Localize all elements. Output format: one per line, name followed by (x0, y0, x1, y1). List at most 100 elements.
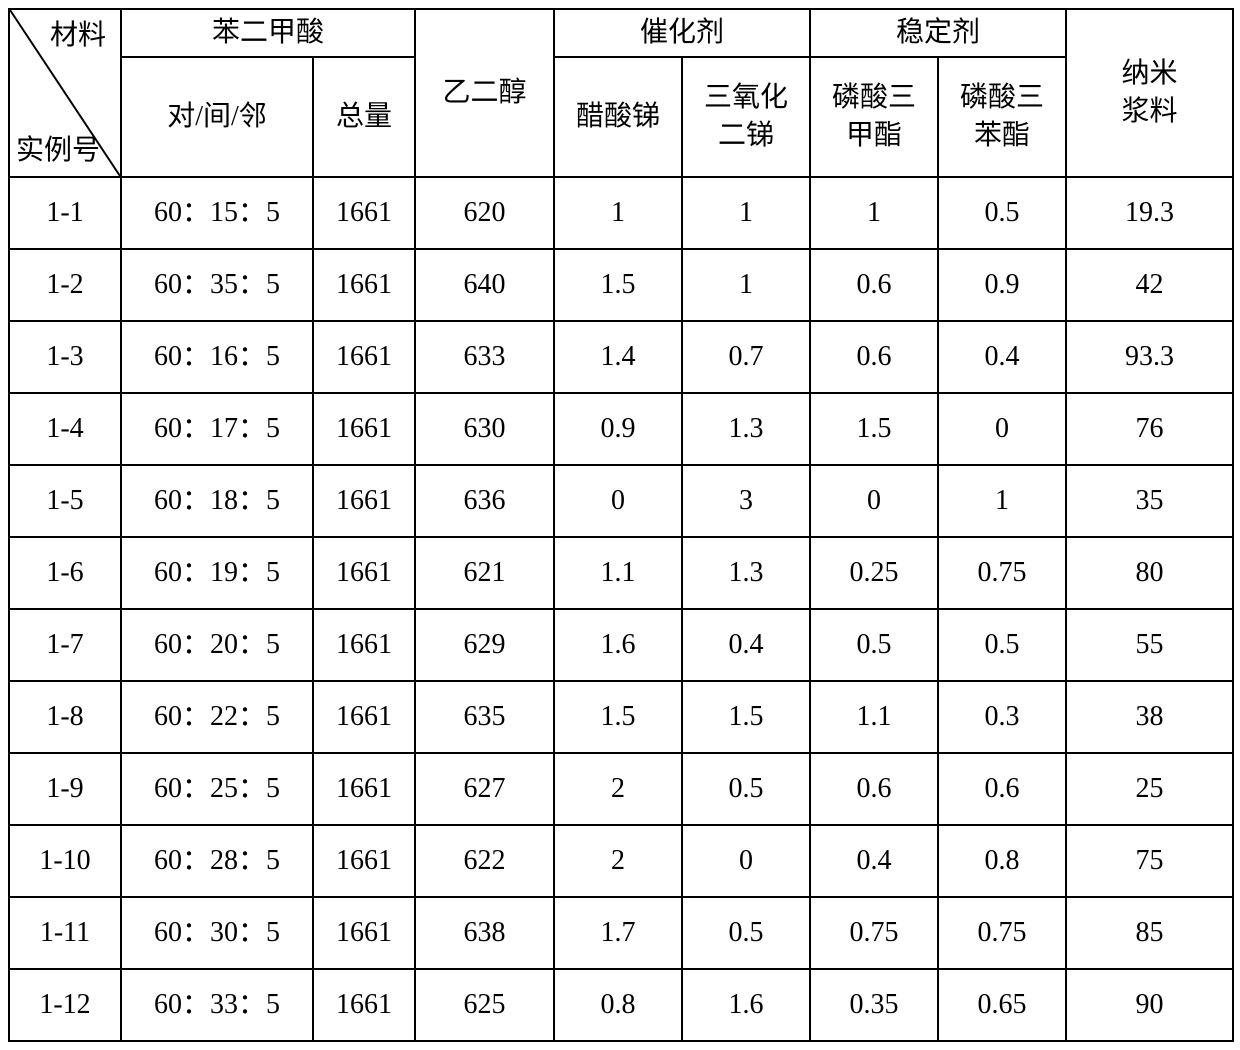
header-ethylene-glycol: 乙二醇 (415, 9, 554, 177)
cell-stb2: 0.3 (938, 681, 1066, 753)
cell-nano: 76 (1066, 393, 1233, 465)
cell-id: 1-7 (9, 609, 121, 681)
header-stb2-l1: 磷酸三 (960, 82, 1044, 113)
cell-eg: 629 (415, 609, 554, 681)
table-row: 1-760：20：516616291.60.40.50.555 (9, 609, 1233, 681)
table-row: 1-160：15：516616201110.519.3 (9, 177, 1233, 249)
cell-eg: 636 (415, 465, 554, 537)
cell-eg: 635 (415, 681, 554, 753)
cell-id: 1-8 (9, 681, 121, 753)
cell-cat2: 1 (682, 177, 810, 249)
cell-total: 1661 (313, 249, 415, 321)
table-row: 1-660：19：516616211.11.30.250.7580 (9, 537, 1233, 609)
cell-stb2: 0.9 (938, 249, 1066, 321)
header-phthalic-group: 苯二甲酸 (121, 9, 415, 57)
cell-nano: 55 (1066, 609, 1233, 681)
cell-cat1: 1.5 (554, 249, 682, 321)
cell-total: 1661 (313, 825, 415, 897)
header-stb1-l2: 甲酯 (846, 120, 902, 151)
cell-stb2: 0.4 (938, 321, 1066, 393)
cell-id: 1-2 (9, 249, 121, 321)
cell-id: 1-11 (9, 897, 121, 969)
cell-stb2: 1 (938, 465, 1066, 537)
cell-id: 1-10 (9, 825, 121, 897)
cell-stb1: 0.4 (810, 825, 938, 897)
cell-nano: 75 (1066, 825, 1233, 897)
cell-nano: 93.3 (1066, 321, 1233, 393)
cell-stb1: 0.35 (810, 969, 938, 1041)
cell-ratio: 60：28：5 (121, 825, 313, 897)
cell-total: 1661 (313, 681, 415, 753)
cell-nano: 42 (1066, 249, 1233, 321)
cell-nano: 35 (1066, 465, 1233, 537)
cell-stb1: 0.6 (810, 753, 938, 825)
data-table: 材料 实例号 苯二甲酸 乙二醇 催化剂 稳定剂 纳米 浆料 对/间/邻 总量 醋… (8, 8, 1234, 1042)
cell-cat1: 0.9 (554, 393, 682, 465)
table-row: 1-960：25：5166162720.50.60.625 (9, 753, 1233, 825)
cell-stb2: 0.75 (938, 897, 1066, 969)
table-row: 1-1060：28：51661622200.40.875 (9, 825, 1233, 897)
cell-nano: 25 (1066, 753, 1233, 825)
cell-eg: 638 (415, 897, 554, 969)
table-body: 1-160：15：516616201110.519.31-260：35：5166… (9, 177, 1233, 1041)
table-row: 1-1160：30：516616381.70.50.750.7585 (9, 897, 1233, 969)
cell-total: 1661 (313, 969, 415, 1041)
header-cat2-l1: 三氧化 (704, 82, 788, 113)
cell-stb1: 0.25 (810, 537, 938, 609)
cell-stb2: 0.5 (938, 177, 1066, 249)
cell-id: 1-5 (9, 465, 121, 537)
cell-stb2: 0.5 (938, 609, 1066, 681)
cell-eg: 630 (415, 393, 554, 465)
cell-cat1: 0.8 (554, 969, 682, 1041)
header-nano: 纳米 浆料 (1066, 9, 1233, 177)
cell-total: 1661 (313, 897, 415, 969)
cell-total: 1661 (313, 465, 415, 537)
header-total: 总量 (313, 57, 415, 177)
cell-stb1: 1 (810, 177, 938, 249)
header-cat2-l2: 二锑 (718, 120, 774, 151)
cell-stb1: 0.75 (810, 897, 938, 969)
cell-cat2: 1.5 (682, 681, 810, 753)
cell-ratio: 60：33：5 (121, 969, 313, 1041)
cell-eg: 633 (415, 321, 554, 393)
header-stb1: 磷酸三 甲酯 (810, 57, 938, 177)
header-nano-l2: 浆料 (1122, 96, 1178, 127)
cell-eg: 621 (415, 537, 554, 609)
cell-cat1: 2 (554, 825, 682, 897)
cell-stb2: 0.6 (938, 753, 1066, 825)
header-diagonal: 材料 实例号 (9, 9, 121, 177)
cell-cat1: 2 (554, 753, 682, 825)
cell-cat1: 1.1 (554, 537, 682, 609)
cell-nano: 19.3 (1066, 177, 1233, 249)
cell-total: 1661 (313, 177, 415, 249)
cell-id: 1-4 (9, 393, 121, 465)
cell-eg: 640 (415, 249, 554, 321)
cell-id: 1-6 (9, 537, 121, 609)
table-row: 1-860：22：516616351.51.51.10.338 (9, 681, 1233, 753)
cell-cat1: 1.6 (554, 609, 682, 681)
cell-ratio: 60：22：5 (121, 681, 313, 753)
cell-total: 1661 (313, 753, 415, 825)
cell-ratio: 60：30：5 (121, 897, 313, 969)
cell-ratio: 60：16：5 (121, 321, 313, 393)
cell-id: 1-12 (9, 969, 121, 1041)
cell-eg: 625 (415, 969, 554, 1041)
cell-stb1: 1.5 (810, 393, 938, 465)
header-cat2: 三氧化 二锑 (682, 57, 810, 177)
table-row: 1-1260：33：516616250.81.60.350.6590 (9, 969, 1233, 1041)
header-cat1: 醋酸锑 (554, 57, 682, 177)
cell-nano: 80 (1066, 537, 1233, 609)
cell-stb1: 0 (810, 465, 938, 537)
header-stb2: 磷酸三 苯酯 (938, 57, 1066, 177)
cell-id: 1-3 (9, 321, 121, 393)
header-stabilizer-group: 稳定剂 (810, 9, 1066, 57)
cell-stb2: 0.8 (938, 825, 1066, 897)
cell-ratio: 60：18：5 (121, 465, 313, 537)
cell-ratio: 60：19：5 (121, 537, 313, 609)
cell-cat1: 1.5 (554, 681, 682, 753)
cell-stb2: 0.75 (938, 537, 1066, 609)
table-row: 1-260：35：516616401.510.60.942 (9, 249, 1233, 321)
header-stb2-l2: 苯酯 (974, 120, 1030, 151)
cell-stb1: 0.5 (810, 609, 938, 681)
cell-nano: 90 (1066, 969, 1233, 1041)
